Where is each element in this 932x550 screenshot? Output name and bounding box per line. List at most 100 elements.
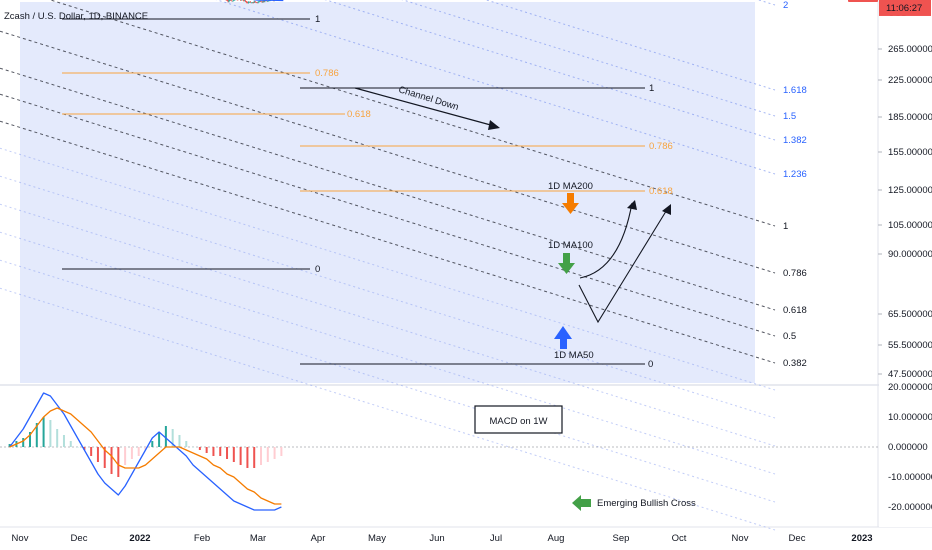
fib-retracement-2-label-1: 1 bbox=[649, 83, 654, 94]
price-axis-background bbox=[879, 0, 932, 527]
fib-retracement-1-label-0786: 0.786 bbox=[315, 68, 339, 79]
ma200-arrow-head bbox=[562, 203, 579, 214]
ma50-arrow-head bbox=[554, 326, 572, 339]
candle-body[interactable] bbox=[252, 2, 254, 4]
time-axis-label: Feb bbox=[194, 533, 210, 544]
ma50-label: 1D MA50 bbox=[554, 350, 594, 361]
macd-axis-label: -20.000000 bbox=[888, 502, 932, 513]
candle-body[interactable] bbox=[227, 0, 229, 2]
time-axis-label: Sep bbox=[613, 533, 630, 544]
macd-histogram-bar bbox=[205, 447, 208, 453]
macd-label: MACD on 1W bbox=[489, 416, 547, 427]
candle-body[interactable] bbox=[244, 0, 247, 2]
time-axis-label: Jun bbox=[429, 533, 444, 544]
fib-extension-label: 1 bbox=[783, 221, 788, 232]
time-axis-label: 2022 bbox=[129, 533, 150, 544]
ma100-arrow-head bbox=[558, 263, 575, 274]
ma50-arrow-shaft bbox=[560, 338, 567, 349]
macd-histogram-bar bbox=[266, 447, 269, 462]
time-axis-label: Jul bbox=[490, 533, 502, 544]
macd-histogram-bar bbox=[69, 441, 72, 447]
candle-body[interactable] bbox=[256, 2, 258, 4]
macd-histogram-bar bbox=[178, 435, 181, 447]
fib-extension-label: 0.618 bbox=[783, 305, 807, 316]
macd-histogram-bar bbox=[124, 447, 127, 465]
macd-histogram-bar bbox=[83, 447, 86, 450]
macd-histogram-bar bbox=[42, 417, 45, 447]
candle-body[interactable] bbox=[267, 1, 269, 2]
candle-body[interactable] bbox=[249, 1, 251, 3]
fib-extension-label: 2 bbox=[783, 0, 788, 11]
macd-histogram-bar bbox=[232, 447, 235, 462]
fib-extension-label: 0.5 bbox=[783, 331, 796, 342]
symbol-tag bbox=[848, 0, 878, 2]
candle-body[interactable] bbox=[246, 2, 249, 4]
fib-retracement-1-label-1: 1 bbox=[315, 14, 320, 25]
macd-histogram-bar bbox=[35, 423, 38, 447]
macd-histogram-bar bbox=[8, 444, 11, 447]
macd-histogram-bar bbox=[103, 447, 106, 468]
candle-body[interactable] bbox=[228, 0, 230, 2]
macd-histogram-bar bbox=[239, 447, 242, 465]
candle-body[interactable] bbox=[260, 1, 262, 2]
macd-histogram-bar bbox=[212, 447, 215, 456]
price-axis-label: 65.500000 bbox=[888, 309, 932, 320]
macd-histogram-bar bbox=[171, 429, 174, 447]
candle-body[interactable] bbox=[231, 0, 233, 2]
candle-body[interactable] bbox=[230, 0, 232, 1]
macd-histogram-bar bbox=[130, 447, 133, 459]
symbol-tag-label: ZECUSD bbox=[843, 0, 882, 2]
fib-extension-line bbox=[215, 0, 776, 175]
macd-histogram-bar bbox=[49, 420, 52, 447]
time-axis-label: Dec bbox=[71, 533, 88, 544]
candle-body[interactable] bbox=[245, 1, 248, 3]
fib-extension-label: 1.5 bbox=[783, 111, 796, 122]
price-axis-label: 47.500000 bbox=[888, 369, 932, 380]
candle-body[interactable] bbox=[250, 2, 252, 4]
ma200-arrow-shaft bbox=[567, 193, 574, 203]
candle-body[interactable] bbox=[263, 0, 265, 2]
fib-retracement-1-label-0: 0 bbox=[315, 264, 320, 275]
projection-path-2 bbox=[578, 207, 669, 324]
candle-body[interactable] bbox=[258, 1, 260, 3]
macd-histogram-bar bbox=[22, 438, 25, 447]
candle-body[interactable] bbox=[233, 0, 235, 1]
macd-histogram-bar bbox=[158, 432, 161, 447]
candle-body[interactable] bbox=[247, 2, 249, 3]
time-axis-label: Mar bbox=[250, 533, 266, 544]
candle-body[interactable] bbox=[259, 1, 261, 2]
projection-arrow-head-2 bbox=[662, 204, 671, 215]
candle-body[interactable] bbox=[248, 1, 250, 3]
macd-histogram-bar bbox=[260, 447, 263, 465]
countdown-timer: 11:06:27 bbox=[886, 3, 922, 14]
candle-body[interactable] bbox=[255, 1, 257, 3]
candle-body[interactable] bbox=[254, 1, 256, 3]
candle-body[interactable] bbox=[264, 0, 266, 2]
fib-extension-label: 0.786 bbox=[783, 268, 807, 279]
price-axis-label: 225.000000 bbox=[888, 75, 932, 86]
channel-arrow-line bbox=[354, 87, 499, 128]
fib-extension-line bbox=[484, 0, 776, 91]
candle-body[interactable] bbox=[251, 2, 253, 4]
fib-extension-line bbox=[0, 203, 776, 447]
candle-body[interactable] bbox=[261, 1, 263, 3]
candle-body[interactable] bbox=[257, 2, 259, 3]
price-axis-label: 185.000000 bbox=[888, 112, 932, 123]
candle-body[interactable] bbox=[242, 0, 245, 1]
drawing-layer: 2 1.618 1.5 1.382 1.236 1 0.786 0.618 0.5 0.382 0 1… bbox=[0, 0, 807, 531]
last-price-value: 77.193584 bbox=[886, 0, 931, 2]
candle-body[interactable] bbox=[243, 0, 246, 2]
price-axis-label: 90.000000 bbox=[888, 249, 932, 260]
price-axis-label: 105.000000 bbox=[888, 220, 932, 231]
candle-body[interactable] bbox=[253, 1, 255, 3]
candle-body[interactable] bbox=[232, 0, 234, 2]
candle-body[interactable] bbox=[226, 0, 228, 1]
candle-body[interactable] bbox=[229, 0, 231, 1]
macd-histogram-bar bbox=[76, 447, 79, 448]
fib-extension-line bbox=[0, 175, 776, 419]
candle-body[interactable] bbox=[262, 0, 264, 3]
last-price-tag bbox=[879, 0, 931, 16]
projection-arrow-head-1 bbox=[627, 200, 637, 210]
time-axis-label: 2023 bbox=[851, 533, 872, 544]
